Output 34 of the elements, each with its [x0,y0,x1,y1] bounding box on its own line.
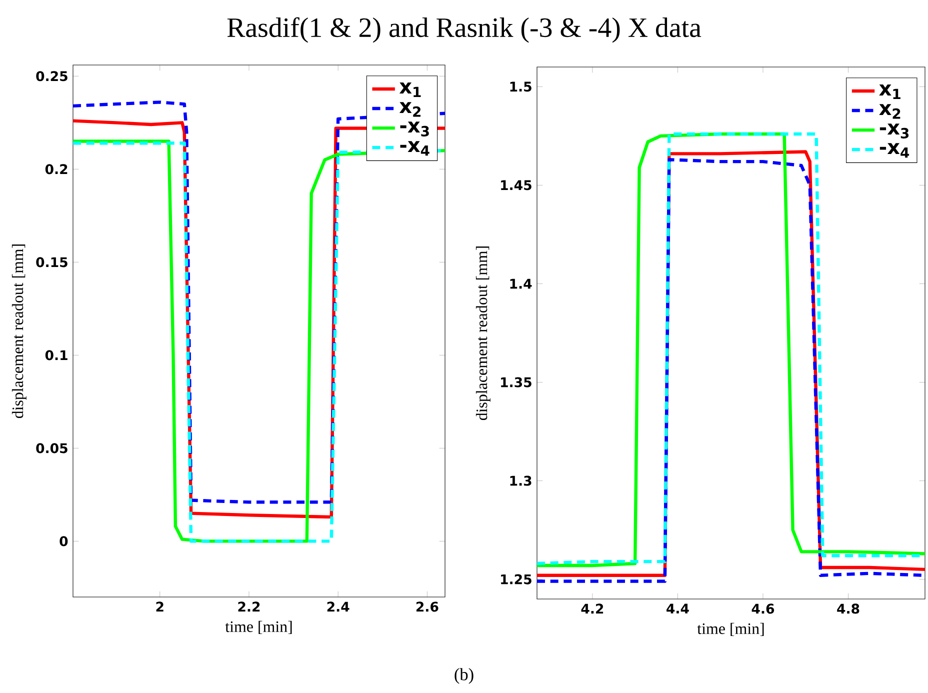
y-tick-label: 0.2 [45,164,68,174]
legend-label: -x$_{4}$ [880,143,910,158]
y-tick-label: 0.1 [45,350,68,360]
y-tick-label: 1.5 [510,82,532,92]
y-axis-title: displacement readout [mm] [12,244,26,418]
y-axis-title: displacement readout [mm] [476,246,490,420]
x-tick-label: 2 [156,602,164,612]
legend-label: x$_{2}$ [399,102,420,117]
legend-label: -x$_{3}$ [880,124,909,138]
x-axis-title: time [min] [225,620,292,634]
y-tick-label: 0.15 [36,257,68,268]
legend-label: x$_{1}$ [879,84,900,100]
x-axis-title: time [min] [697,622,764,636]
x-tick-label: 4.6 [752,604,774,614]
y-tick-label: 0.25 [36,71,68,82]
y-tick-label: 1.35 [501,377,532,388]
y-tick-label: 1.4 [510,278,532,289]
y-tick-label: 1.45 [501,180,532,190]
x-tick-label: 2.2 [238,602,260,612]
x-tick-label: 4.2 [581,604,604,614]
y-tick-label: 1.3 [510,476,532,486]
legend-label: -x$_{4}$ [400,141,430,156]
x-tick-label: 4.4 [666,604,689,614]
text: (b) [454,668,474,684]
x-tick-label: 2.6 [416,602,438,612]
y-tick-label: 0 [60,536,68,546]
x-tick-label: 4.8 [837,604,860,614]
chart-title: Rasdif(1 & 2) and Rasnik (-3 & -4) X data [227,17,702,43]
y-tick-label: 0.05 [36,443,68,454]
x-tick-label: 2.4 [327,602,350,612]
legend-label: x$_{2}$ [879,104,900,119]
y-tick-label: 1.25 [501,574,532,584]
legend-label: -x$_{3}$ [400,122,429,136]
legend-label: x$_{1}$ [399,82,421,98]
